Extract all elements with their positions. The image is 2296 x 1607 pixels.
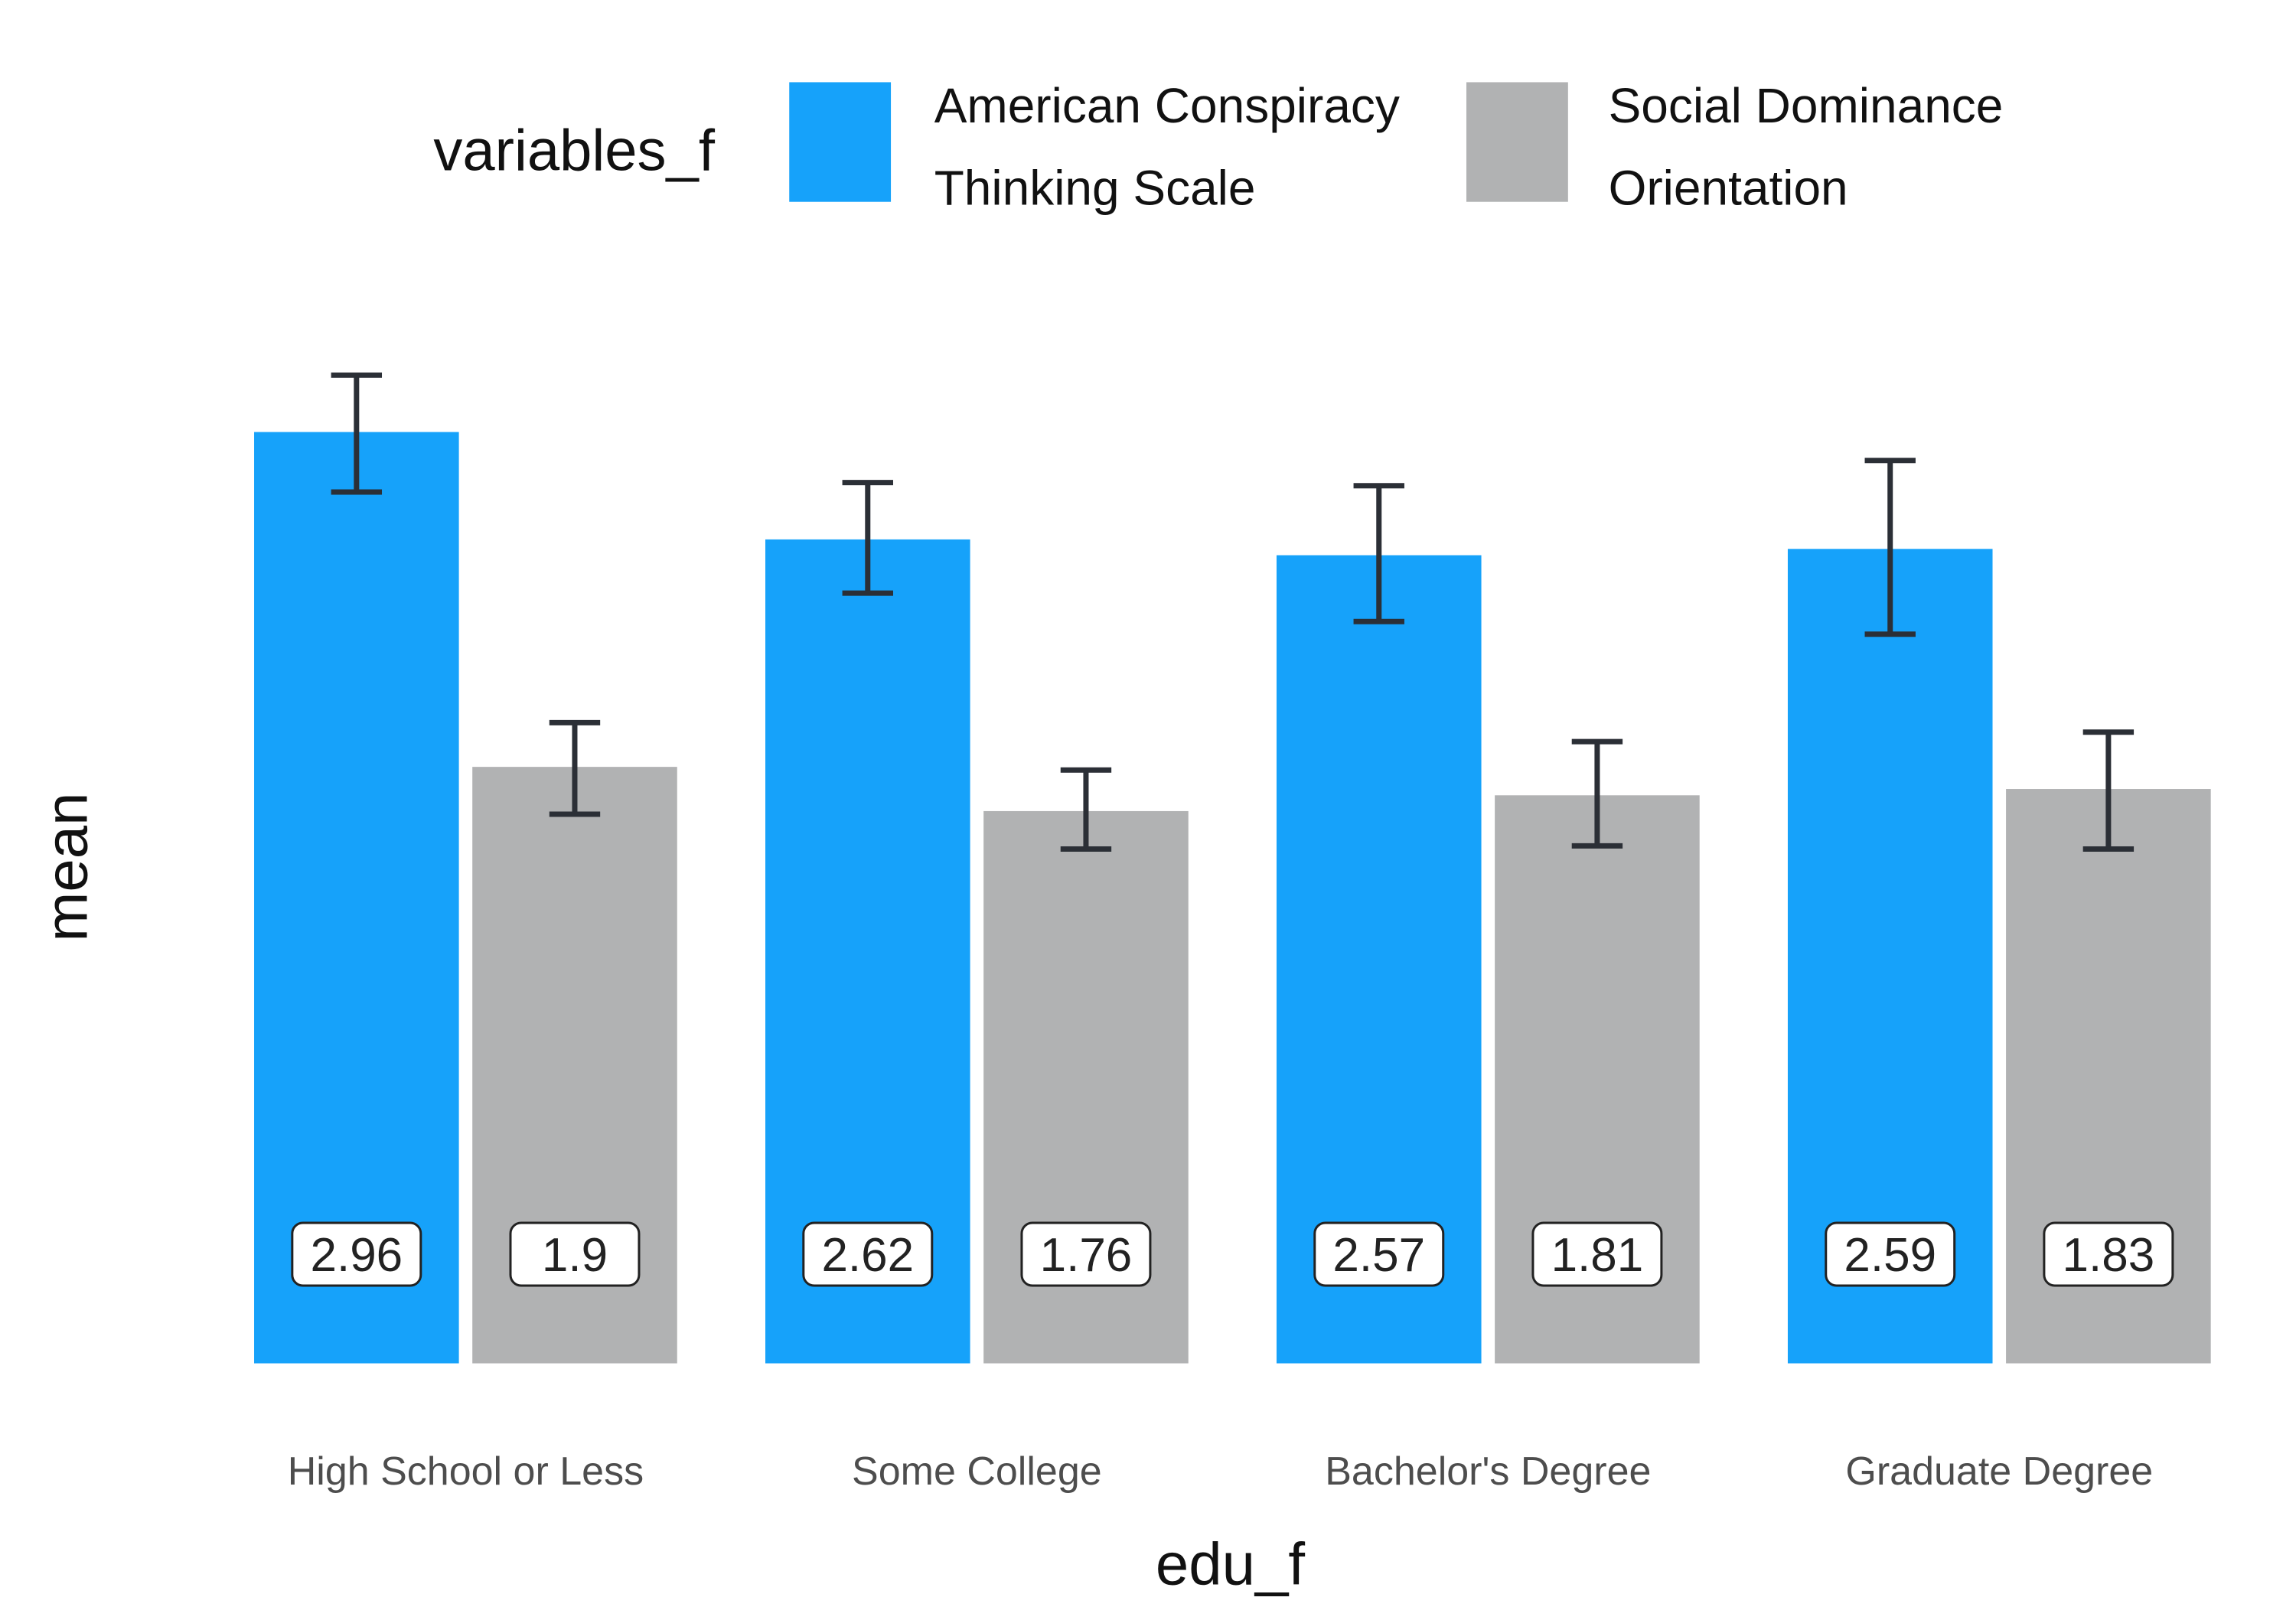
legend-title: variables_f (433, 119, 715, 184)
x-axis-title: edu_f (1156, 1530, 1306, 1598)
data-label: 2.96 (310, 1229, 403, 1282)
category-group: 2.59 1.83 Graduate Degree (1787, 458, 2211, 1494)
y-axis-title: mean (32, 792, 99, 941)
data-label-box (509, 1221, 641, 1287)
data-label: 1.83 (2063, 1229, 2155, 1282)
data-label: 1.76 (1040, 1229, 1133, 1282)
data-label-box (1020, 1221, 1152, 1287)
bar (254, 432, 459, 1364)
category-group: 2.96 1.9 High School or Less (254, 372, 677, 1494)
data-label-box (1531, 1221, 1663, 1287)
category-group: 2.62 1.76 Some College (765, 480, 1189, 1494)
legend-label-american-conspiracy-thinking-scale: American Conspiracy Thinking Scale (934, 78, 1414, 215)
plot-area: 2.96 1.9 High School or Less 2.62 1.76 Some C… (254, 372, 2211, 1494)
legend-label-line: Orientation (1609, 161, 1848, 216)
legend-swatch-american-conspiracy-thinking-scale (789, 82, 892, 202)
data-label: 2.62 (821, 1229, 914, 1282)
legend-swatch-social-dominance-orientation (1466, 82, 1568, 202)
x-tick-label: Bachelor's Degree (1325, 1449, 1651, 1494)
category-group: 2.57 1.81 Bachelor's Degree (1276, 483, 1700, 1494)
data-label: 1.9 (542, 1229, 608, 1282)
data-label-box (1313, 1221, 1445, 1287)
legend: variables_f American Conspiracy Thinking… (433, 78, 2017, 215)
legend-label-line: Social Dominance (1609, 78, 2004, 133)
x-tick-label: Graduate Degree (1845, 1449, 2153, 1494)
legend-label-line: American Conspiracy (934, 78, 1400, 133)
data-label-box (802, 1221, 934, 1287)
x-tick-label: Some College (852, 1449, 1102, 1494)
legend-label-line: Thinking Scale (934, 161, 1256, 216)
data-label-box (1825, 1221, 1956, 1287)
data-label: 1.81 (1551, 1229, 1644, 1282)
data-label: 2.59 (1844, 1229, 1936, 1282)
x-tick-label: High School or Less (288, 1449, 644, 1494)
legend-label-social-dominance-orientation: Social Dominance Orientation (1609, 78, 2017, 215)
data-label-box (2043, 1221, 2174, 1287)
data-label: 2.57 (1332, 1229, 1425, 1282)
data-label-box (291, 1221, 422, 1287)
